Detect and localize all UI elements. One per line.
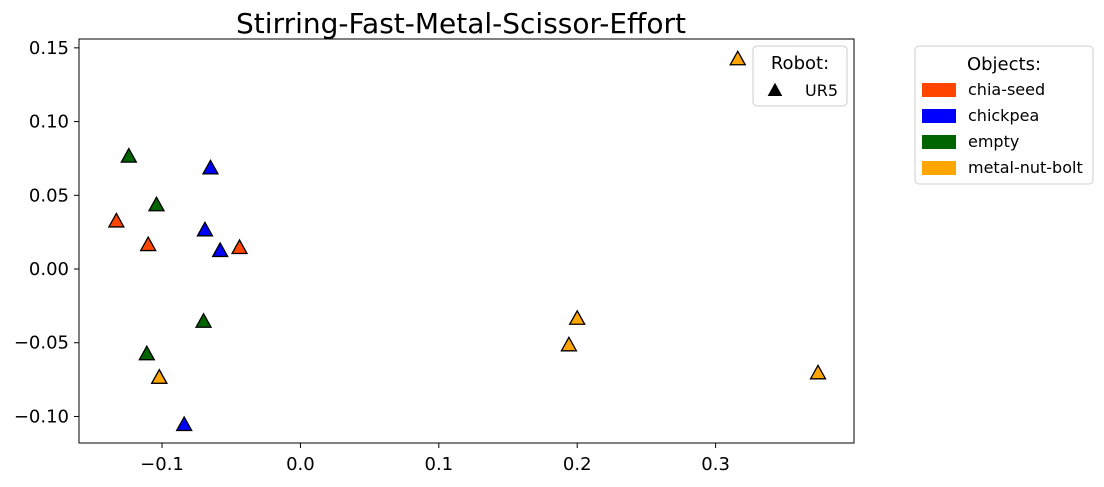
objects-legend-label: metal-nut-bolt: [968, 158, 1083, 177]
objects-legend-label: chickpea: [968, 106, 1039, 125]
x-tick-label: 0.1: [425, 454, 454, 475]
data-point-metal-nut-bolt: [809, 363, 827, 380]
data-point-chia-seed: [139, 235, 157, 252]
data-point-chia-seed: [230, 238, 249, 255]
robot-legend-label: UR5: [805, 81, 838, 100]
y-tick-label: 0.05: [29, 185, 69, 206]
data-point-chickpea: [201, 159, 220, 175]
data-point-metal-nut-bolt: [729, 49, 747, 66]
data-point-metal-nut-bolt: [150, 368, 168, 384]
x-tick-label: 0.3: [701, 454, 730, 475]
x-tick-label: −0.1: [140, 454, 184, 475]
data-point-empty: [120, 147, 138, 163]
objects-legend-swatch: [922, 161, 956, 175]
y-tick-label: 0.00: [29, 259, 69, 280]
y-tick-label: 0.15: [29, 38, 69, 59]
objects-legend-swatch: [922, 109, 956, 123]
x-tick-label: 0.0: [286, 454, 315, 475]
data-point-empty: [138, 344, 156, 361]
y-tick-label: −0.05: [14, 333, 69, 354]
plot-area: −0.1 0.0 0.1 0.2 0.3 −0.10 −0.05 0.00 0.05 0.10 0.…: [14, 38, 855, 475]
y-tick-label: −0.10: [14, 406, 69, 427]
data-point-empty: [147, 195, 166, 212]
data-point-metal-nut-bolt: [560, 335, 578, 352]
objects-legend-label: empty: [968, 132, 1019, 151]
chart-title: Stirring-Fast-Metal-Scissor-Effort: [236, 7, 686, 40]
data-point-empty: [194, 312, 213, 328]
objects-legend-box: [914, 45, 1094, 185]
objects-legend-swatch: [922, 135, 956, 149]
data-point-chia-seed: [107, 212, 125, 228]
objects-legend-swatch: [922, 83, 956, 97]
objects-legend-label: chia-seed: [968, 80, 1045, 99]
data-point-chickpea: [196, 220, 214, 237]
objects-legend: Objects: chia-seed chickpea empty metal-nut-…: [914, 45, 1094, 185]
data-point-chickpea: [175, 415, 193, 432]
robot-legend-marker: [767, 82, 783, 96]
robot-legend: Robot: UR5: [752, 45, 848, 107]
data-point-metal-nut-bolt: [568, 309, 586, 325]
axes-frame: [78, 38, 855, 444]
robot-legend-title: Robot:: [771, 53, 829, 74]
data-point-chickpea: [211, 241, 229, 258]
y-tick-label: 0.10: [29, 112, 69, 133]
objects-legend-title: Objects:: [967, 54, 1041, 75]
x-tick-label: 0.2: [563, 454, 592, 475]
